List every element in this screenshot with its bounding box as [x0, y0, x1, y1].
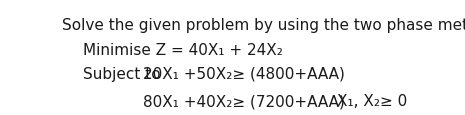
- Text: 80X₁ +40X₂≥ (7200+AAA): 80X₁ +40X₂≥ (7200+AAA): [143, 93, 345, 108]
- Text: Solve the given problem by using the two phase method.: Solve the given problem by using the two…: [62, 18, 465, 33]
- Text: Subject to: Subject to: [83, 66, 160, 81]
- Text: X₁, X₂≥ 0: X₁, X₂≥ 0: [338, 93, 408, 108]
- Text: Minimise Z = 40X₁ + 24X₂: Minimise Z = 40X₁ + 24X₂: [83, 42, 283, 57]
- Text: 20X₁ +50X₂≥ (4800+AAA): 20X₁ +50X₂≥ (4800+AAA): [143, 66, 345, 81]
